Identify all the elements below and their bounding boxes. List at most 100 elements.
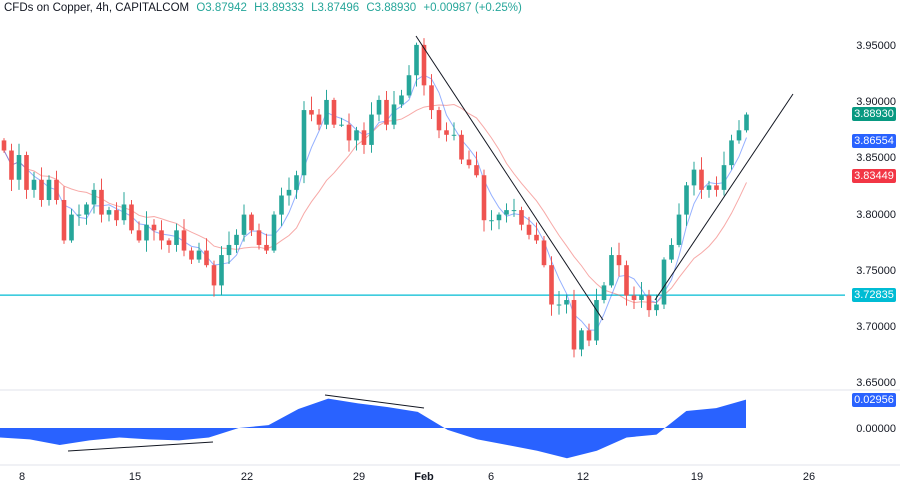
candle[interactable] bbox=[466, 159, 472, 166]
candle[interactable] bbox=[151, 224, 157, 231]
candle[interactable] bbox=[159, 230, 164, 241]
candle[interactable] bbox=[571, 300, 577, 350]
candle[interactable] bbox=[676, 214, 682, 245]
candle[interactable] bbox=[444, 130, 449, 135]
candle[interactable] bbox=[256, 230, 262, 245]
candle[interactable] bbox=[144, 224, 149, 241]
candle[interactable] bbox=[106, 210, 112, 215]
candle[interactable] bbox=[196, 250, 202, 260]
candle[interactable] bbox=[526, 224, 532, 235]
candle[interactable] bbox=[406, 75, 412, 96]
candle[interactable] bbox=[601, 285, 607, 301]
candle[interactable] bbox=[219, 255, 224, 286]
candle[interactable] bbox=[181, 230, 187, 251]
candle[interactable] bbox=[286, 189, 292, 196]
candle[interactable] bbox=[166, 240, 172, 245]
candle[interactable] bbox=[744, 114, 749, 131]
uptrend-line[interactable] bbox=[654, 93, 794, 301]
candle[interactable] bbox=[211, 265, 217, 286]
candle[interactable] bbox=[294, 175, 299, 190]
candle[interactable] bbox=[174, 230, 179, 245]
candle[interactable] bbox=[669, 244, 674, 260]
candle[interactable] bbox=[271, 214, 277, 251]
candle[interactable] bbox=[249, 214, 254, 231]
candle[interactable] bbox=[586, 330, 592, 341]
candle[interactable] bbox=[189, 250, 194, 260]
downtrend-line[interactable] bbox=[415, 35, 604, 321]
candle[interactable] bbox=[241, 214, 247, 235]
candle[interactable] bbox=[24, 155, 29, 190]
candle[interactable] bbox=[84, 204, 89, 215]
candle[interactable] bbox=[519, 210, 524, 225]
candle[interactable] bbox=[414, 44, 419, 76]
candle[interactable] bbox=[609, 255, 614, 286]
candle[interactable] bbox=[564, 300, 569, 305]
candle[interactable] bbox=[436, 110, 442, 131]
candle[interactable] bbox=[376, 99, 382, 115]
candle[interactable] bbox=[474, 165, 479, 176]
candle[interactable] bbox=[504, 210, 509, 215]
candle[interactable] bbox=[534, 234, 539, 241]
candle[interactable] bbox=[384, 99, 389, 125]
candle[interactable] bbox=[556, 304, 562, 306]
candle[interactable] bbox=[69, 214, 74, 241]
candle[interactable] bbox=[324, 99, 329, 125]
candle[interactable] bbox=[136, 230, 142, 241]
divergence-line-low[interactable] bbox=[67, 441, 214, 452]
candle[interactable] bbox=[714, 185, 719, 190]
candle[interactable] bbox=[421, 44, 427, 86]
candle[interactable] bbox=[204, 250, 209, 266]
candle[interactable] bbox=[316, 114, 322, 125]
candle[interactable] bbox=[616, 255, 622, 266]
candle[interactable] bbox=[279, 195, 284, 215]
candle[interactable] bbox=[511, 210, 517, 212]
candle[interactable] bbox=[1, 140, 7, 151]
candle[interactable] bbox=[76, 214, 82, 216]
candle[interactable] bbox=[699, 169, 704, 190]
candle[interactable] bbox=[301, 110, 307, 176]
candle[interactable] bbox=[339, 124, 344, 126]
candle[interactable] bbox=[429, 85, 434, 111]
candle[interactable] bbox=[331, 99, 337, 125]
candle[interactable] bbox=[729, 140, 734, 166]
candle[interactable] bbox=[654, 304, 659, 311]
candle[interactable] bbox=[399, 95, 404, 105]
candle[interactable] bbox=[639, 295, 644, 301]
candle[interactable] bbox=[99, 189, 104, 215]
candle[interactable] bbox=[309, 110, 314, 115]
candle[interactable] bbox=[496, 214, 502, 221]
candle[interactable] bbox=[46, 179, 52, 200]
candle[interactable] bbox=[226, 244, 232, 256]
candle[interactable] bbox=[121, 204, 127, 221]
candle[interactable] bbox=[61, 199, 67, 241]
candle[interactable] bbox=[391, 104, 397, 125]
candle[interactable] bbox=[346, 124, 352, 141]
candle[interactable] bbox=[369, 114, 374, 145]
candle[interactable] bbox=[631, 295, 637, 301]
candle[interactable] bbox=[721, 165, 727, 190]
candle[interactable] bbox=[91, 189, 97, 205]
candle[interactable] bbox=[354, 130, 359, 141]
candle[interactable] bbox=[459, 134, 464, 160]
candle[interactable] bbox=[9, 150, 14, 180]
candle[interactable] bbox=[234, 234, 239, 245]
divergence-line-high[interactable] bbox=[324, 394, 425, 409]
candle[interactable] bbox=[736, 130, 742, 141]
candle[interactable] bbox=[129, 204, 134, 231]
candle[interactable] bbox=[16, 155, 22, 180]
candle[interactable] bbox=[481, 175, 487, 221]
candle[interactable] bbox=[451, 134, 457, 136]
candle[interactable] bbox=[31, 179, 37, 190]
candle[interactable] bbox=[264, 244, 269, 251]
candle[interactable] bbox=[646, 295, 652, 311]
candle[interactable] bbox=[661, 259, 667, 305]
candle[interactable] bbox=[624, 265, 629, 296]
candle[interactable] bbox=[706, 185, 712, 190]
candle[interactable] bbox=[489, 220, 494, 222]
candle[interactable] bbox=[594, 300, 599, 341]
candle[interactable] bbox=[54, 179, 59, 200]
candle[interactable] bbox=[114, 210, 119, 221]
candle[interactable] bbox=[361, 130, 367, 145]
candle[interactable] bbox=[579, 330, 584, 350]
